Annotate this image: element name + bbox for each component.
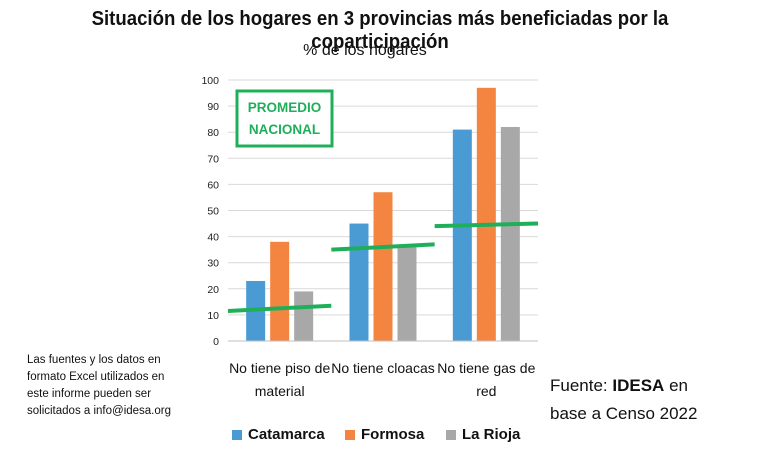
promedio-nacional-label: NACIONAL <box>249 122 320 137</box>
y-tick-label: 50 <box>207 206 219 218</box>
x-category-label: No tiene piso de <box>229 360 330 376</box>
legend-item-formosa: Formosa <box>345 426 424 443</box>
legend-swatch-catamarca <box>232 429 242 440</box>
bar-la-rioja <box>397 247 417 341</box>
bar-la-rioja <box>294 291 314 341</box>
note-line: formato Excel utilizados en <box>27 371 165 383</box>
bar-formosa <box>476 87 496 341</box>
y-tick-label: 80 <box>207 127 219 139</box>
data-availability-note: Las fuentes y los datos en formato Excel… <box>27 352 187 420</box>
bar-catamarca <box>349 223 369 341</box>
legend-swatch-formosa <box>345 429 355 440</box>
promedio-nacional-line <box>331 242 435 252</box>
y-tick-label: 40 <box>207 232 219 244</box>
legend-label-catamarca: Catamarca <box>248 426 325 443</box>
y-tick-label: 0 <box>213 336 219 348</box>
legend-label-formosa: Formosa <box>361 426 425 443</box>
x-category-label: material <box>255 383 305 399</box>
note-line: este informe pueden ser <box>27 388 152 400</box>
y-tick-label: 20 <box>207 284 219 296</box>
legend-swatch-la-rioja <box>446 429 456 440</box>
legend-item-la-rioja: La Rioja <box>446 426 520 443</box>
promedio-nacional-line <box>434 221 539 229</box>
bar-formosa <box>270 241 290 341</box>
promedio-nacional-box <box>235 89 334 148</box>
y-tick-label: 70 <box>207 153 219 165</box>
y-tick-label: 90 <box>207 101 219 113</box>
chart-title: Situación de los hogares en 3 provincias… <box>91 8 669 53</box>
source-suffix: en <box>664 376 688 395</box>
source-line2: base a Censo 2022 <box>550 404 698 423</box>
legend-item-catamarca: Catamarca <box>232 426 325 443</box>
x-category-label: No tiene gas de <box>437 360 535 376</box>
y-tick-label: 60 <box>207 179 219 191</box>
x-category-label: No tiene cloacas <box>331 360 435 376</box>
promedio-nacional-line <box>227 303 332 313</box>
note-line: solicitados a info@idesa.org <box>27 405 172 417</box>
chart-subtitle: % de los hogares <box>303 42 427 59</box>
source-prefix: Fuente: <box>550 376 613 395</box>
source-org: IDESA <box>612 376 665 395</box>
bar-la-rioja <box>500 126 520 341</box>
note-line: Las fuentes y los datos en <box>27 354 161 366</box>
promedio-nacional-label: PROMEDIO <box>248 100 322 115</box>
y-tick-label: 30 <box>207 258 219 270</box>
x-category-label: red <box>476 383 496 399</box>
bar-catamarca <box>452 129 472 341</box>
y-tick-label: 100 <box>201 75 219 87</box>
bar-formosa <box>373 192 393 341</box>
y-tick-label: 10 <box>207 310 219 322</box>
legend-label-la-rioja: La Rioja <box>462 426 521 443</box>
source-note: Fuente: IDESA en base a Censo 2022 <box>550 372 750 428</box>
